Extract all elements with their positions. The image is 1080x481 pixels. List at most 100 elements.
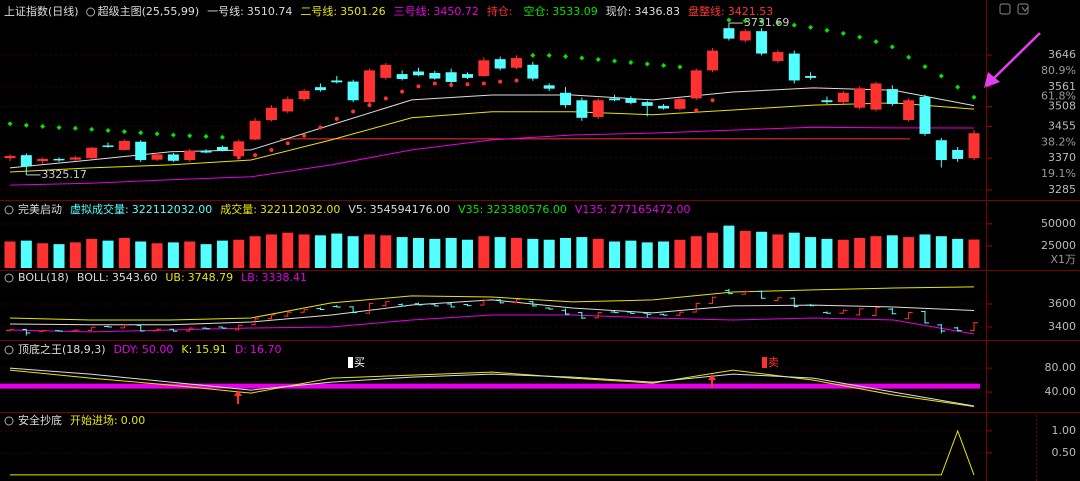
signal-box bbox=[348, 357, 353, 368]
candle-body bbox=[461, 74, 473, 78]
y-tick-label: 3370 bbox=[1048, 151, 1076, 164]
sar-dot bbox=[955, 84, 961, 90]
candle-body bbox=[560, 92, 572, 106]
candle-body bbox=[4, 155, 16, 159]
candle-body bbox=[707, 50, 719, 71]
legend-value: 3510.74 bbox=[247, 5, 293, 18]
window-button[interactable] bbox=[1017, 3, 1029, 15]
legend-value: 3748.79 bbox=[188, 271, 234, 284]
signal-label: 买 bbox=[354, 356, 365, 369]
volume-bar bbox=[854, 237, 866, 268]
sar-dot bbox=[514, 78, 519, 83]
volume-bar bbox=[282, 232, 294, 268]
legend-value: 15.91 bbox=[195, 343, 227, 356]
legend-value: 3543.60 bbox=[112, 271, 158, 284]
candle-body bbox=[935, 140, 947, 161]
volume-bar bbox=[445, 237, 457, 268]
volume-bar bbox=[200, 244, 212, 268]
volume-bar bbox=[886, 235, 898, 268]
panel-title: 完美启动 bbox=[18, 202, 62, 216]
panel-title: 上证指数(日线) bbox=[4, 4, 79, 18]
sar-dot bbox=[154, 131, 160, 137]
sar-dot bbox=[857, 34, 863, 40]
arrow-head bbox=[984, 72, 1000, 88]
legend-value: 50.00 bbox=[142, 343, 174, 356]
candle-body bbox=[135, 141, 147, 161]
volume-bar bbox=[412, 237, 424, 268]
volume-bar bbox=[118, 237, 130, 268]
low-annotation: 3325.17 bbox=[41, 168, 87, 181]
sar-dot bbox=[906, 54, 912, 60]
candle-body bbox=[609, 98, 621, 101]
candle-body bbox=[53, 158, 65, 161]
volume-bar bbox=[756, 231, 768, 268]
sar-dot bbox=[334, 116, 339, 121]
candle-body bbox=[445, 72, 457, 82]
sar-dot bbox=[530, 52, 536, 58]
window-button-icon bbox=[1021, 6, 1029, 12]
candle-body bbox=[625, 98, 637, 103]
legend-value: 354594176.00 bbox=[370, 203, 450, 216]
volume-bar bbox=[151, 243, 163, 268]
indicator-line bbox=[10, 429, 975, 476]
sar-dot bbox=[873, 39, 879, 45]
volume-bar bbox=[609, 241, 621, 268]
sar-dot bbox=[922, 64, 928, 70]
candle-body bbox=[184, 150, 196, 161]
sar-dot bbox=[710, 98, 715, 103]
sar-dot bbox=[661, 63, 667, 69]
volume-bar bbox=[265, 234, 277, 268]
indicator-line bbox=[9, 286, 975, 321]
candle-body bbox=[167, 154, 179, 161]
y-tick-label: 3285 bbox=[1048, 183, 1076, 196]
sar-dot bbox=[644, 61, 650, 67]
volume-bar bbox=[4, 241, 16, 268]
candle-body bbox=[723, 28, 735, 39]
sar-dot bbox=[416, 84, 421, 89]
indicator-line bbox=[9, 102, 975, 173]
indicator-line bbox=[9, 314, 975, 335]
candle-body bbox=[952, 149, 964, 159]
signal-box bbox=[762, 357, 767, 368]
legend-name: UB: bbox=[165, 271, 184, 284]
candle-body bbox=[37, 158, 49, 162]
indicator-line bbox=[9, 369, 975, 407]
volume-bar bbox=[233, 239, 245, 268]
volume-bar bbox=[249, 236, 261, 268]
sar-dot bbox=[219, 134, 225, 140]
candle-body bbox=[543, 85, 555, 89]
volume-bar bbox=[674, 239, 686, 268]
y-tick-label: 1.00 bbox=[1052, 424, 1077, 437]
candle-body bbox=[200, 150, 212, 153]
panel-icon bbox=[4, 273, 14, 283]
volume-bar bbox=[592, 238, 604, 268]
sar-dot bbox=[742, 18, 748, 24]
legend-name: D: bbox=[235, 343, 247, 356]
candle-body bbox=[756, 31, 768, 54]
volume-bar bbox=[690, 236, 702, 268]
candle-body bbox=[658, 105, 670, 109]
volume-bar bbox=[788, 232, 800, 268]
volume-bar bbox=[20, 240, 32, 268]
volume-bar bbox=[494, 237, 506, 268]
signal-arrow-head bbox=[234, 390, 242, 396]
sar-dot bbox=[203, 133, 209, 139]
fib-label: 61.8% bbox=[1041, 90, 1076, 103]
candle-body bbox=[151, 154, 163, 160]
sar-dot bbox=[302, 133, 307, 138]
candle-body bbox=[249, 120, 261, 140]
sar-dot bbox=[121, 129, 127, 135]
panel-icon bbox=[4, 205, 14, 215]
legend-name: 空仓: bbox=[524, 4, 550, 18]
window-button[interactable] bbox=[999, 3, 1011, 15]
candle-body bbox=[674, 99, 686, 109]
volume-bar bbox=[919, 234, 931, 268]
candle-body bbox=[739, 31, 751, 41]
sar-dot bbox=[7, 121, 13, 127]
candle-body bbox=[968, 133, 980, 159]
y-tick-label: 3561 bbox=[1048, 80, 1076, 93]
sar-dot bbox=[285, 141, 290, 146]
legend-name: 三号线: bbox=[394, 4, 431, 18]
candle-body bbox=[592, 100, 604, 118]
